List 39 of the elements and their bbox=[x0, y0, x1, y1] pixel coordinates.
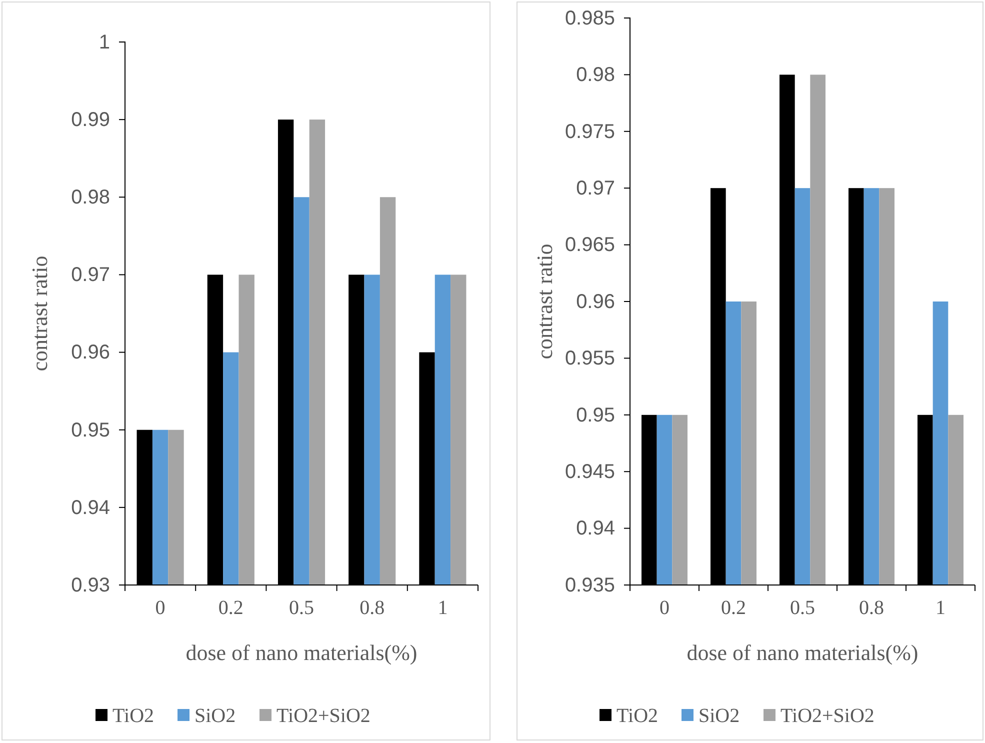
y-tick-label: 0.99 bbox=[71, 108, 110, 131]
y-tick-label: 0.95 bbox=[576, 404, 615, 426]
y-tick-label: 0.94 bbox=[71, 496, 110, 519]
y-tick-label: 0.98 bbox=[576, 64, 615, 86]
y-tick-label: 0.93 bbox=[71, 574, 110, 596]
y-tick-label: 0.96 bbox=[576, 290, 615, 313]
x-tick-label: 0.5 bbox=[289, 597, 314, 619]
y-tick-label: 0.985 bbox=[564, 7, 615, 30]
y-tick-label: 0.975 bbox=[564, 120, 615, 143]
y-tick-label: 0.945 bbox=[564, 461, 615, 483]
legend-label: SiO2 bbox=[698, 705, 740, 727]
y-tick-label: 0.97 bbox=[71, 264, 110, 286]
y-tick-label: 0.965 bbox=[564, 234, 615, 256]
y-axis-title: contrast ratio bbox=[532, 244, 557, 360]
x-axis-title: dose of nano materials(%) bbox=[686, 640, 918, 665]
x-tick-label: 1 bbox=[936, 597, 946, 619]
x-tick-label: 0.8 bbox=[360, 597, 385, 619]
y-tick-label: 0.97 bbox=[576, 178, 615, 200]
y-tick-label: 0.955 bbox=[564, 348, 615, 370]
y-tick-label: 1 bbox=[98, 31, 110, 54]
legend-label: TiO2+SiO2 bbox=[780, 705, 874, 727]
x-tick-label: 0 bbox=[660, 597, 670, 619]
x-tick-label: 0.2 bbox=[721, 597, 746, 619]
x-tick-label: 0.5 bbox=[790, 597, 815, 619]
x-tick-label: 0 bbox=[155, 597, 166, 619]
x-axis-title: dose of nano materials(%) bbox=[186, 640, 418, 665]
y-tick-label: 0.96 bbox=[71, 342, 110, 364]
y-tick-label: 0.95 bbox=[71, 419, 110, 442]
legend-label: SiO2 bbox=[194, 705, 236, 727]
y-tick-label: 0.94 bbox=[576, 518, 615, 540]
legend-label: TiO2 bbox=[616, 705, 658, 727]
legend-label: TiO2+SiO2 bbox=[276, 705, 370, 727]
y-axis-title: contrast ratio bbox=[27, 256, 52, 372]
legend-label: TiO2 bbox=[112, 705, 154, 727]
y-tick-label: 0.935 bbox=[564, 574, 615, 596]
x-tick-label: 1 bbox=[438, 597, 448, 619]
x-tick-label: 0.2 bbox=[218, 597, 244, 619]
x-tick-label: 0.8 bbox=[859, 597, 884, 619]
y-tick-label: 0.98 bbox=[71, 186, 110, 209]
